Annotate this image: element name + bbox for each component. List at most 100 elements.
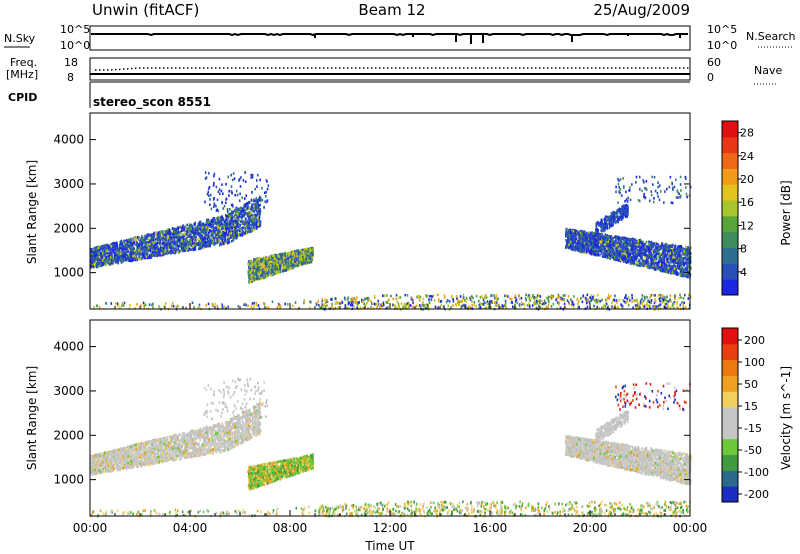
echo-cell <box>536 302 538 305</box>
echo-cell <box>105 259 108 262</box>
echo-cell <box>495 301 498 304</box>
echo-cell <box>153 235 156 238</box>
echo-cell <box>202 222 204 225</box>
echo-cell <box>128 241 131 245</box>
echo-cell <box>244 211 247 215</box>
echo-cell <box>189 233 191 237</box>
echo-cell <box>174 239 177 243</box>
echo-cell <box>661 293 663 297</box>
echo-cell <box>254 216 257 220</box>
echo-cell <box>326 300 329 303</box>
echo-cell <box>665 298 667 302</box>
echo-cell <box>669 298 671 302</box>
echo-cell <box>687 297 690 300</box>
echo-cell <box>196 225 199 229</box>
freq-frame <box>89 57 691 81</box>
echo-cell <box>495 293 498 297</box>
echo-cell <box>276 270 278 274</box>
echo-cell <box>632 306 634 310</box>
echo-cell <box>258 196 261 200</box>
echo-cell <box>654 294 656 297</box>
echo-cell <box>92 250 95 254</box>
echo-cell <box>556 301 559 304</box>
echo-cell <box>177 304 179 308</box>
echo-cell <box>543 302 545 305</box>
echo-cell <box>478 306 480 310</box>
echo-cell <box>241 222 244 225</box>
echo-cell <box>636 298 638 301</box>
echo-cell <box>298 261 301 265</box>
echo-cell <box>231 216 233 220</box>
nsky-trace <box>91 32 688 37</box>
echo-cell <box>97 262 99 266</box>
echo-cell <box>320 305 323 309</box>
echo-cell <box>404 293 407 297</box>
echo-cell <box>564 294 566 297</box>
cpid-label: CPID <box>8 91 37 104</box>
echo-cell <box>552 295 555 298</box>
echo-cell <box>154 248 157 252</box>
echo-cell <box>321 299 324 303</box>
echo-cell <box>277 302 280 306</box>
echo-cell <box>130 259 132 263</box>
echo-cell <box>250 212 252 215</box>
echo-cell <box>175 232 178 235</box>
echo-cell <box>461 298 464 302</box>
echo-cell <box>152 306 154 309</box>
echo-cell <box>303 261 306 265</box>
echo-cell <box>475 304 477 308</box>
echo-cell <box>536 296 538 300</box>
echo-cell <box>257 212 260 216</box>
echo-cell <box>494 301 496 304</box>
echo-cell <box>488 302 490 306</box>
echo-cell <box>218 238 221 241</box>
echo-cell <box>250 198 253 202</box>
echo-cell <box>125 243 128 246</box>
echo-cell <box>390 294 392 298</box>
echo-cell <box>559 306 562 310</box>
echo-cell <box>660 300 663 303</box>
echo-cell <box>119 252 122 255</box>
echo-cell <box>214 222 216 225</box>
echo-cell <box>302 256 304 259</box>
nsky-tick-left-top: 10^5 <box>60 23 90 36</box>
echo-cell <box>445 300 448 304</box>
echo-cell <box>334 297 337 301</box>
echo-cell <box>198 223 200 226</box>
echo-cell <box>137 252 140 256</box>
echo-cell <box>229 233 232 237</box>
echo-cell <box>132 247 135 250</box>
echo-cell <box>377 299 380 303</box>
echo-cell <box>128 245 130 248</box>
echo-cell <box>97 265 100 268</box>
echo-cell <box>221 183 223 186</box>
echo-cell <box>589 296 591 299</box>
echo-cell <box>230 227 232 230</box>
echo-cell <box>121 240 123 244</box>
echo-cell <box>127 240 129 244</box>
echo-cell <box>438 300 440 303</box>
echo-cell <box>148 245 151 248</box>
echo-cell <box>216 217 218 220</box>
echo-cell <box>256 213 258 216</box>
echo-cell <box>172 246 175 250</box>
echo-cell <box>561 297 564 301</box>
echo-cell <box>259 178 261 182</box>
echo-cell <box>220 218 223 221</box>
echo-cell <box>230 229 233 232</box>
echo-cell <box>475 294 478 298</box>
echo-cell <box>114 259 117 263</box>
echo-cell <box>231 178 234 182</box>
echo-cell <box>163 234 165 237</box>
echo-cell <box>206 192 209 196</box>
echo-cell <box>382 301 385 305</box>
echo-cell <box>223 204 226 208</box>
echo-cell <box>148 303 151 306</box>
echo-cell <box>230 185 233 188</box>
echo-cell <box>206 226 209 229</box>
echo-cell <box>95 253 98 257</box>
echo-cell <box>110 258 113 262</box>
echo-cell <box>248 215 251 218</box>
echo-cell <box>143 256 145 259</box>
echo-cell <box>484 296 486 299</box>
